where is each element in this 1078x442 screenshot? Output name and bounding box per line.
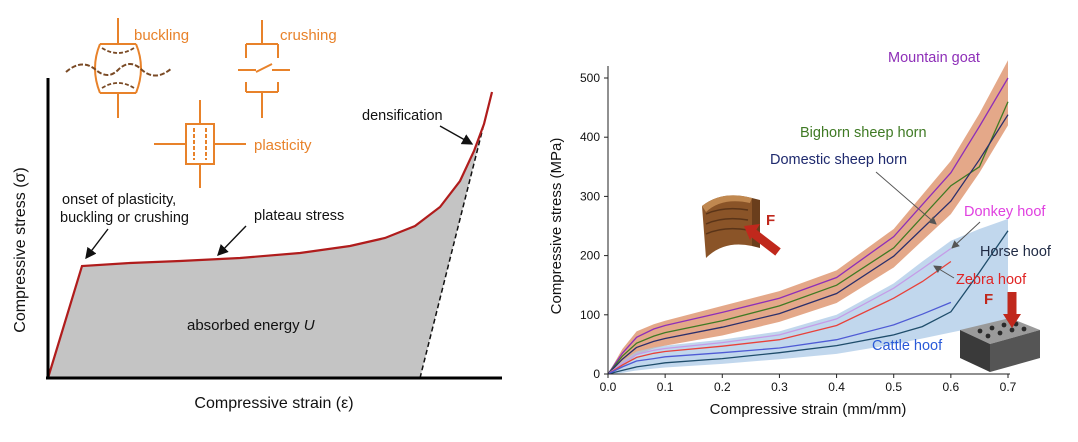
absorbed-energy-area: [48, 92, 492, 378]
horn-sample-inset: F: [702, 195, 781, 258]
series-line-bighorn-sheep-horn: [607, 101, 1009, 375]
x-tick-label: 0.5: [885, 380, 902, 394]
right-y-axis-label: Compressive stress (MPa): [548, 138, 565, 315]
series-label-domestic-sheep-horn: Domestic sheep horn: [770, 152, 907, 168]
schematic-chart: Compressive strain (ε) Compressive stres…: [12, 18, 502, 412]
x-tick-label: 0.2: [714, 380, 731, 394]
x-tick-label: 0.1: [657, 380, 674, 394]
buckling-label: buckling: [134, 27, 189, 44]
x-tick-label: 0.0: [600, 380, 617, 394]
buckling-mechanism-icon: [65, 18, 173, 118]
x-tick-label: 0.7: [1000, 380, 1017, 394]
domestic-sheep-pointer: [875, 171, 937, 225]
x-tick-label: 0.4: [828, 380, 845, 394]
series-line-donkey-hoof: [607, 247, 952, 375]
unloading-dashed-line: [419, 91, 493, 379]
onset-label-line2: buckling or crushing: [60, 210, 189, 226]
series-label-bighorn-sheep-horn: Bighorn sheep horn: [800, 125, 927, 141]
series-label-mountain-goat: Mountain goat: [888, 50, 980, 66]
x-tick-label: 0.3: [771, 380, 788, 394]
series-line-mountain-goat: [607, 77, 1009, 375]
series-label-donkey-hoof: Donkey hoof: [964, 204, 1046, 220]
densification-arrow: [439, 125, 474, 145]
horn-force-label: F: [766, 212, 775, 229]
y-tick-label: 0: [593, 367, 600, 381]
y-tick-label: 200: [580, 249, 600, 263]
stress-strain-curve: [46, 91, 494, 379]
hoof-horn-chart: 0.0 0.1 0.2 0.3 0.4 0.5 0.6 0.7 0 100 200 300 400 500…: [548, 50, 1052, 418]
plateau-arrow: [217, 225, 247, 257]
crushing-mechanism-icon: [238, 20, 290, 118]
crushing-label: crushing: [280, 27, 337, 44]
series-line-horse-hoof: [607, 230, 1009, 375]
series-label-horse-hoof: Horse hoof: [980, 244, 1052, 260]
series-label-cattle-hoof: Cattle hoof: [872, 338, 943, 354]
absorbed-energy-label: absorbed energy U: [187, 317, 315, 334]
onset-arrow: [85, 228, 109, 260]
x-tick-label: 0.6: [943, 380, 960, 394]
y-tick-label: 300: [580, 189, 600, 203]
hoof-band: [608, 218, 1008, 374]
hoof-sample-inset: F: [960, 291, 1040, 372]
plateau-label: plateau stress: [254, 208, 344, 224]
series-line-domestic-sheep-horn: [607, 114, 1009, 375]
onset-label-line1: onset of plasticity,: [62, 192, 176, 208]
left-x-axis-label: Compressive strain (ε): [194, 395, 353, 412]
y-tick-label: 500: [580, 71, 600, 85]
series-line-zebra-hoof: [607, 260, 952, 375]
plasticity-mechanism-icon: [154, 100, 246, 188]
right-x-axis-label: Compressive strain (mm/mm): [710, 401, 907, 418]
hoof-force-label: F: [984, 291, 993, 308]
donkey-hoof-pointer: [951, 221, 981, 249]
zebra-hoof-pointer: [933, 265, 955, 279]
series-label-zebra-hoof: Zebra hoof: [956, 272, 1027, 288]
plasticity-label: plasticity: [254, 137, 312, 154]
y-tick-label: 400: [580, 130, 600, 144]
y-tick-label: 100: [580, 308, 600, 322]
densification-label: densification: [362, 108, 443, 124]
series-line-cattle-hoof: [607, 301, 952, 375]
left-y-axis-label: Compressive stress (σ): [12, 167, 29, 332]
